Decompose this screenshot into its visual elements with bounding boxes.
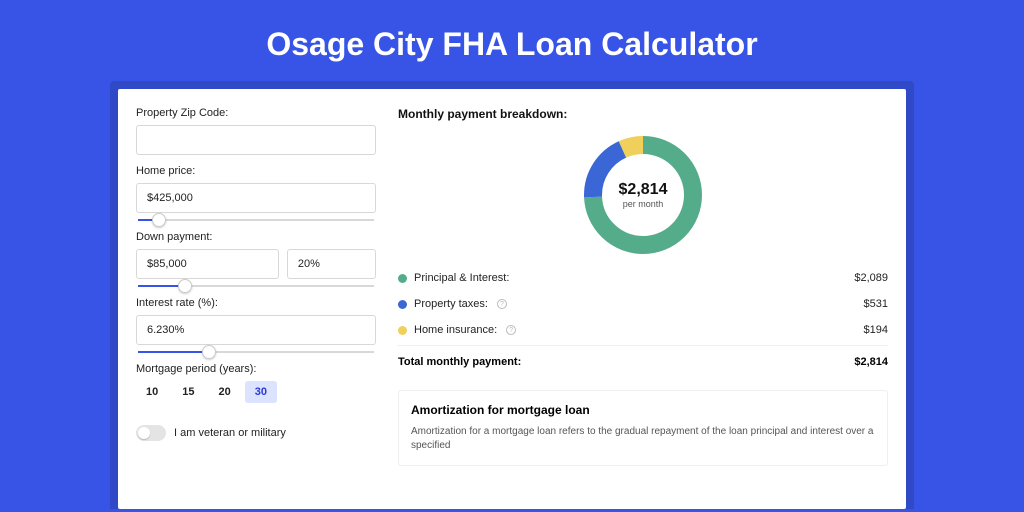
interest-rate-label: Interest rate (%): [136, 297, 376, 309]
breakdown-amount: $531 [864, 298, 888, 310]
period-option-20[interactable]: 20 [209, 381, 241, 403]
divider [398, 345, 888, 346]
legend-dot [398, 274, 407, 283]
calculator-card: Property Zip Code: Home price: Down paym… [118, 89, 906, 509]
period-options: 10152030 [136, 381, 376, 403]
donut-amount: $2,814 [619, 181, 668, 199]
breakdown-label: Home insurance: [414, 324, 497, 336]
home-price-slider[interactable] [138, 219, 374, 221]
period-option-30[interactable]: 30 [245, 381, 277, 403]
breakdown-amount: $194 [864, 324, 888, 336]
down-payment-percent-input[interactable] [287, 249, 376, 279]
down-payment-label: Down payment: [136, 231, 376, 243]
zip-label: Property Zip Code: [136, 107, 376, 119]
down-payment-slider[interactable] [138, 285, 374, 287]
donut-sub: per month [623, 199, 664, 209]
legend-dot [398, 326, 407, 335]
home-price-label: Home price: [136, 165, 376, 177]
info-icon[interactable]: ? [506, 325, 516, 335]
period-option-15[interactable]: 15 [172, 381, 204, 403]
home-price-input[interactable] [136, 183, 376, 213]
breakdown-title: Monthly payment breakdown: [398, 107, 888, 121]
amortization-text: Amortization for a mortgage loan refers … [411, 425, 875, 453]
donut-chart: $2,814 per month [398, 121, 888, 265]
veteran-label: I am veteran or military [174, 427, 286, 439]
calculator-outer: Property Zip Code: Home price: Down paym… [110, 81, 914, 509]
amortization-title: Amortization for mortgage loan [411, 403, 875, 417]
breakdown-row-property-taxes: Property taxes:? $531 [398, 291, 888, 317]
veteran-toggle[interactable] [136, 425, 166, 441]
breakdown-label: Property taxes: [414, 298, 488, 310]
interest-rate-input[interactable] [136, 315, 376, 345]
breakdown-column: Monthly payment breakdown: $2,814 per mo… [398, 107, 888, 509]
breakdown-row-home-insurance: Home insurance:? $194 [398, 317, 888, 343]
interest-rate-slider[interactable] [138, 351, 374, 353]
amortization-card: Amortization for mortgage loan Amortizat… [398, 390, 888, 466]
total-amount: $2,814 [854, 356, 888, 368]
info-icon[interactable]: ? [497, 299, 507, 309]
total-row: Total monthly payment: $2,814 [398, 348, 888, 376]
breakdown-amount: $2,089 [854, 272, 888, 284]
down-payment-amount-input[interactable] [136, 249, 279, 279]
legend-dot [398, 300, 407, 309]
period-option-10[interactable]: 10 [136, 381, 168, 403]
total-label: Total monthly payment: [398, 356, 521, 368]
breakdown-row-principal-interest: Principal & Interest: $2,089 [398, 265, 888, 291]
breakdown-label: Principal & Interest: [414, 272, 509, 284]
zip-input[interactable] [136, 125, 376, 155]
page-title: Osage City FHA Loan Calculator [0, 0, 1024, 81]
period-label: Mortgage period (years): [136, 363, 376, 375]
form-column: Property Zip Code: Home price: Down paym… [136, 107, 376, 509]
